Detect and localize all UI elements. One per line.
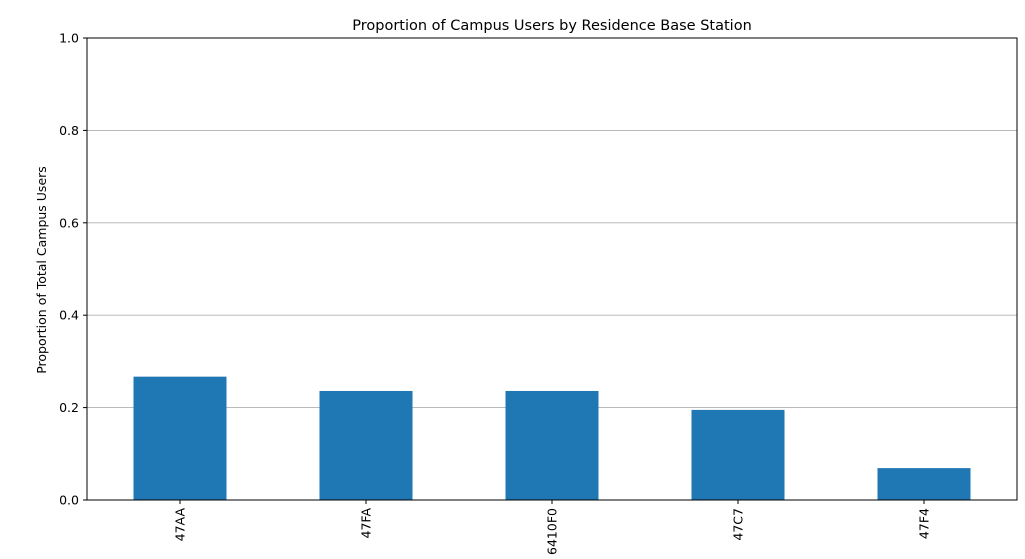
bar-47c7 [691, 409, 785, 500]
x-tick-label-3: 47C7 [731, 508, 746, 541]
bars [133, 376, 971, 500]
x-tick-label-1: 47FA [359, 508, 374, 539]
y-tick-label-0: 0.0 [59, 493, 79, 508]
y-tick-label-2: 0.4 [59, 308, 79, 323]
y-tick-label-5: 1.0 [59, 31, 79, 46]
x-tick-label-4: 47F4 [917, 508, 932, 539]
x-tick-label-0: 47AA [173, 508, 188, 542]
plot-frame [86, 37, 1018, 501]
x-tick-label-2: 6410F0 [545, 508, 560, 555]
y-axis-ticks: 0.0 0.2 0.4 0.6 0.8 1.0 [59, 31, 87, 508]
y-tick-label-4: 0.8 [59, 123, 79, 138]
y-axis-label: Proportion of Total Campus Users [34, 166, 49, 374]
x-axis-ticks: 47AA 47FA 6410F0 47C7 47F4 [173, 500, 932, 555]
y-tick-label-3: 0.6 [59, 215, 79, 230]
bar-47f4 [877, 468, 971, 500]
bar-6410f0 [505, 390, 599, 500]
y-tick-label-1: 0.2 [59, 400, 79, 415]
chart-title: Proportion of Campus Users by Residence … [352, 18, 752, 34]
bar-47fa [319, 390, 413, 500]
bar-47aa [133, 376, 227, 500]
